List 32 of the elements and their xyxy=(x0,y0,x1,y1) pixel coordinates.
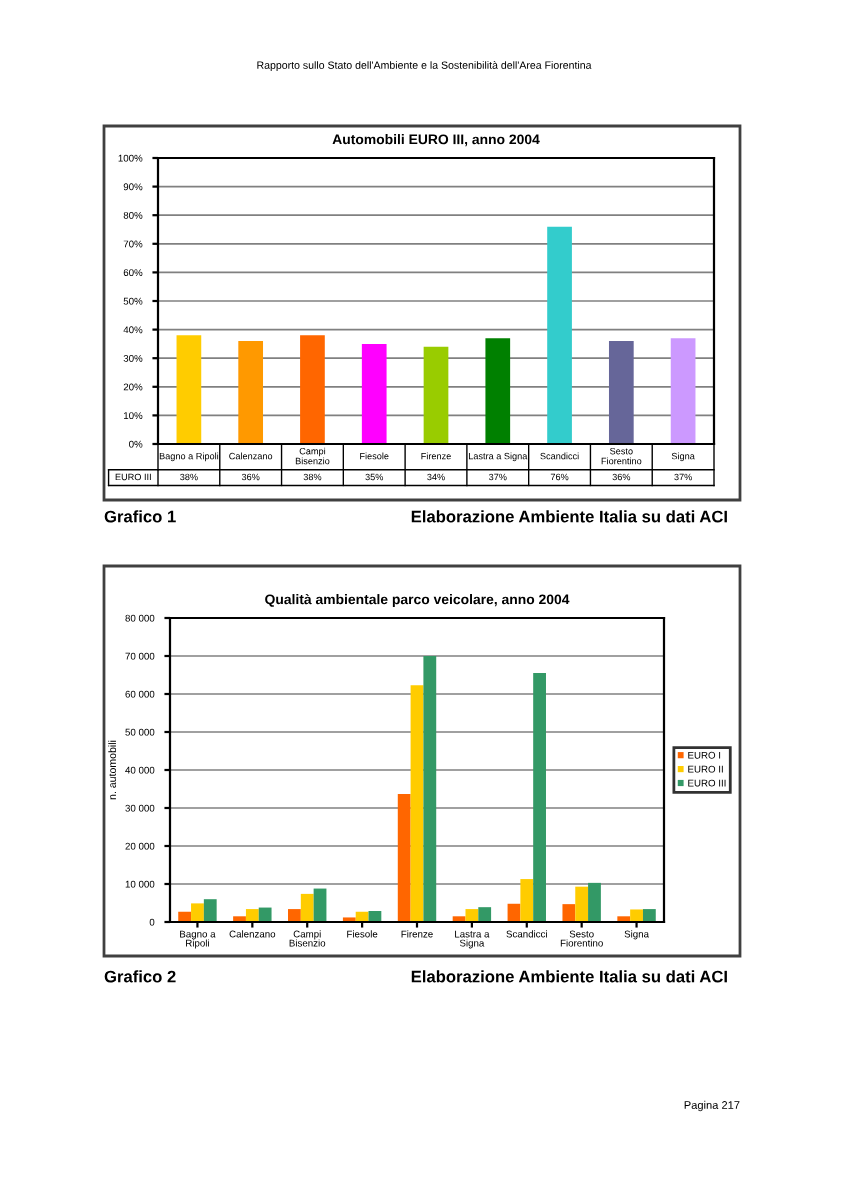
bar xyxy=(176,335,202,444)
bar xyxy=(361,343,387,444)
bar xyxy=(288,909,301,922)
bar xyxy=(478,907,492,922)
bar xyxy=(465,909,479,922)
bar xyxy=(258,907,272,922)
bar xyxy=(423,656,437,922)
bar xyxy=(547,226,572,444)
bar xyxy=(313,888,327,922)
bar xyxy=(533,673,546,922)
bar xyxy=(642,909,656,922)
bar xyxy=(300,335,325,444)
text: Elaborazione Ambiente Italia su dati ACI xyxy=(411,510,727,523)
bar xyxy=(485,338,511,444)
bar xyxy=(238,341,264,444)
bar xyxy=(562,904,576,922)
text: Grafico 1 xyxy=(104,510,176,523)
bar xyxy=(423,346,449,444)
text: Grafico 2 xyxy=(104,970,176,983)
bar xyxy=(191,903,204,922)
bar xyxy=(608,341,634,444)
bar xyxy=(245,909,259,922)
text: Elaborazione Ambiente Italia su dati ACI xyxy=(411,970,727,983)
bar xyxy=(397,793,411,922)
bar xyxy=(670,338,696,444)
bar xyxy=(630,909,643,922)
bar xyxy=(410,685,424,922)
bar xyxy=(203,899,217,922)
bar xyxy=(588,882,601,922)
bar xyxy=(575,886,589,922)
bar xyxy=(300,893,314,922)
bar xyxy=(520,879,534,922)
